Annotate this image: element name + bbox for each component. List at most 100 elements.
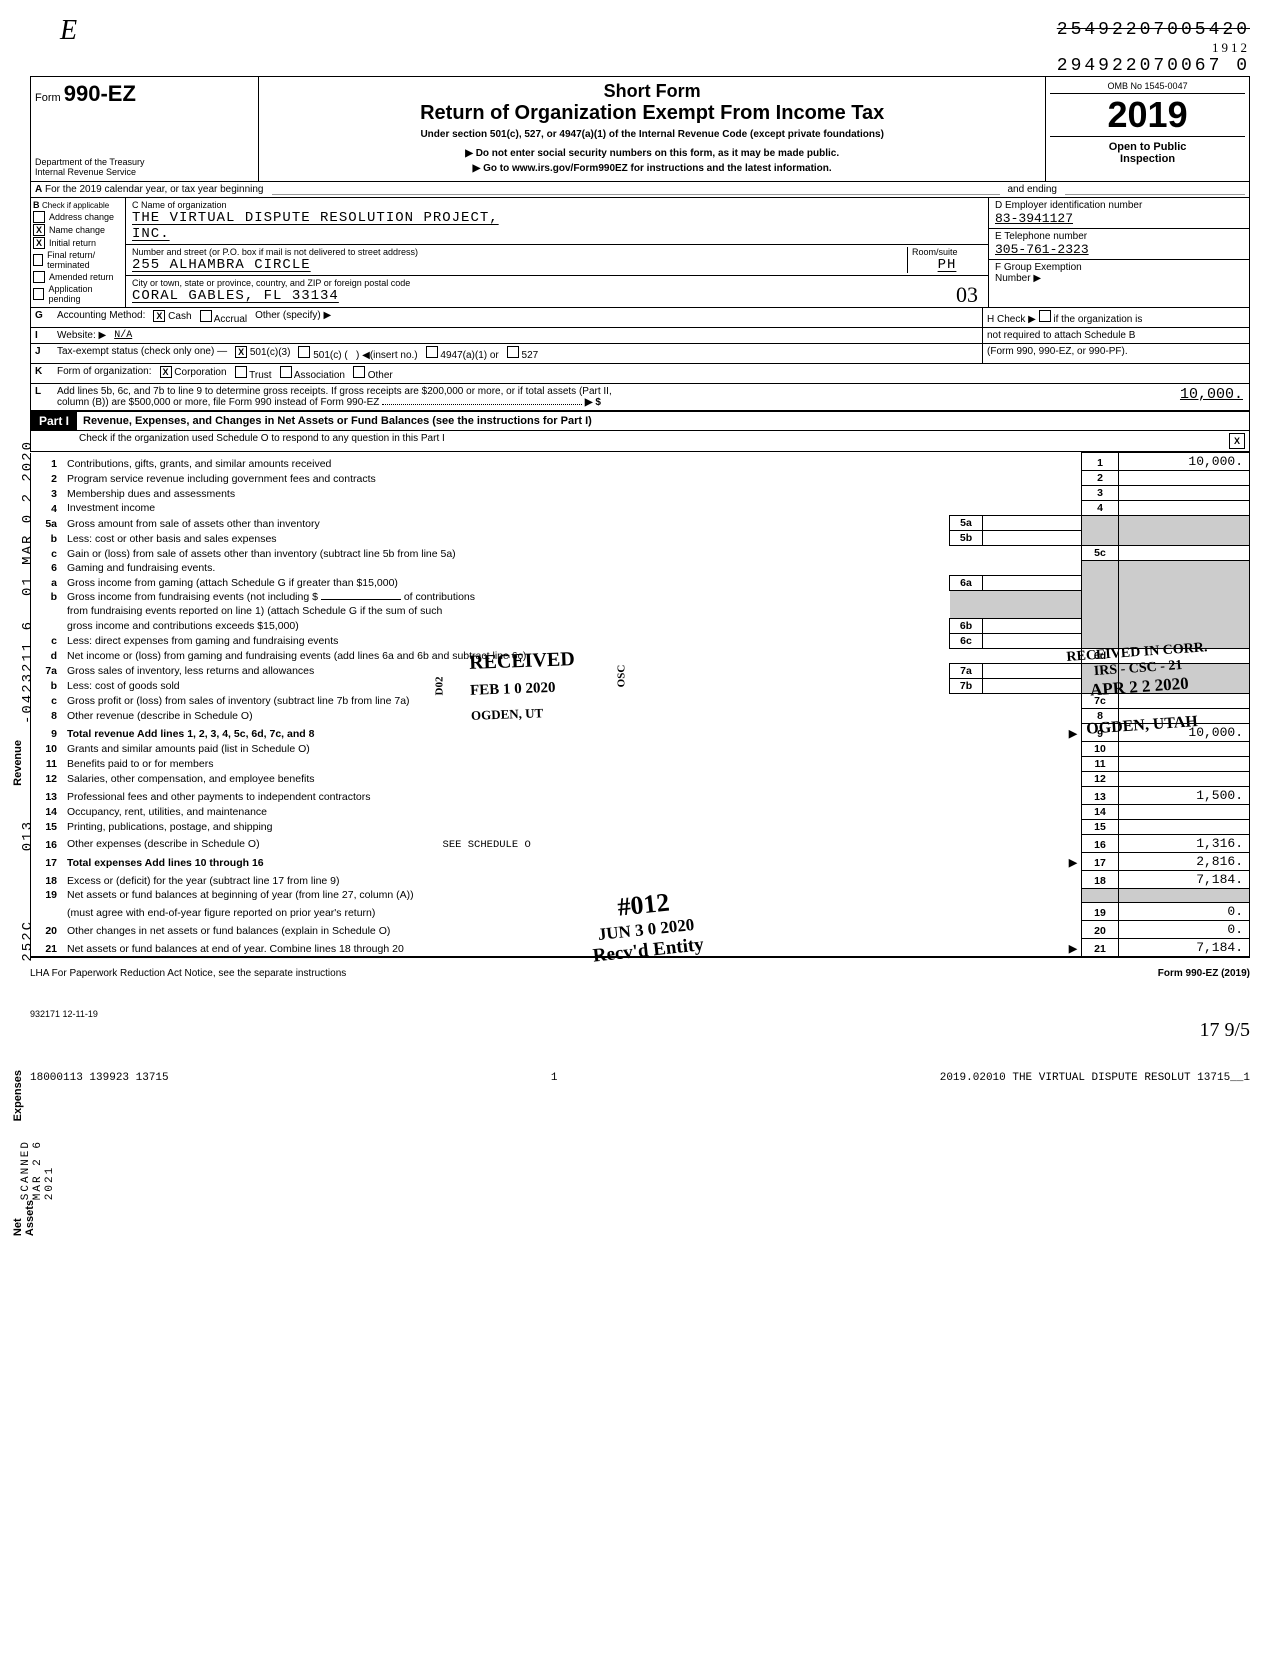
l9-txt: Total revenue Add lines 1, 2, 3, 4, 5c, … <box>67 728 314 740</box>
l19-txt1: Net assets or fund balances at beginning… <box>63 888 1082 902</box>
lbl-trust: Trust <box>249 370 271 381</box>
lbl-4947: 4947(a)(1) or <box>440 350 498 361</box>
f-num: Number ▶ <box>995 273 1243 284</box>
l5a-txt: Gross amount from sale of assets other t… <box>63 516 950 531</box>
btm-right: 2019.02010 THE VIRTUAL DISPUTE RESOLUT 1… <box>940 1072 1250 1084</box>
col-b: B Check if applicable Address change XNa… <box>31 198 126 307</box>
l7a-txt: Gross sales of inventory, less returns a… <box>63 663 950 678</box>
row-l: L Add lines 5b, 6c, and 7b to line 9 to … <box>30 384 1250 412</box>
lbl-name-change: Name change <box>49 225 105 235</box>
lbl-corp: Corporation <box>174 367 226 378</box>
inspection: Inspection <box>1050 153 1245 165</box>
room-val: PH <box>912 257 982 273</box>
chk-amended[interactable] <box>33 271 45 283</box>
irs: Internal Revenue Service <box>35 167 254 177</box>
side-revenue: Revenue <box>12 740 24 786</box>
phone: 305-761-2323 <box>995 242 1243 257</box>
row-g: G Accounting Method: X Cash Accrual Othe… <box>30 308 1250 328</box>
chk-trust[interactable] <box>235 366 247 378</box>
f-label: F Group Exemption <box>995 262 1243 273</box>
l6b-txt3: from fundraising events reported on line… <box>63 604 950 618</box>
margin-date: 01 MAR 0 2 2020 <box>20 440 36 596</box>
footer-row: LHA For Paperwork Reduction Act Notice, … <box>30 968 1250 979</box>
row-a: A For the 2019 calendar year, or tax yea… <box>30 182 1250 198</box>
col-de: D Employer identification number 83-3941… <box>989 198 1249 307</box>
sub1: Under section 501(c), 527, or 4947(a)(1)… <box>263 129 1041 140</box>
side-netassets: Net Assets <box>12 1200 36 1236</box>
chk-501c3[interactable]: X <box>235 346 247 358</box>
l15-txt: Printing, publications, postage, and shi… <box>63 819 1082 834</box>
part1-check-row: Check if the organization used Schedule … <box>30 431 1250 452</box>
city-label: City or town, state or province, country… <box>132 278 982 288</box>
l16-txt: Other expenses (describe in Schedule O) <box>67 838 260 850</box>
chk-accrual[interactable] <box>200 310 212 322</box>
chk-corp[interactable]: X <box>160 366 172 378</box>
sub3: ▶ Go to www.irs.gov/Form990EZ for instru… <box>263 163 1041 174</box>
l-val: 10,000. <box>1091 384 1249 410</box>
l1-txt: Contributions, gifts, grants, and simila… <box>63 453 1082 471</box>
b-hdr: B <box>33 200 40 210</box>
l7b-txt: Less: cost of goods sold <box>63 678 950 693</box>
chk-addr[interactable] <box>33 211 45 223</box>
ein: 83-3941127 <box>995 211 1243 226</box>
part1-header: Part I Revenue, Expenses, and Changes in… <box>30 412 1250 431</box>
a-label: A <box>35 184 42 195</box>
l4-txt: Investment income <box>63 501 1082 516</box>
dept: Department of the Treasury <box>35 157 254 167</box>
lbl-accrual: Accrual <box>214 314 247 325</box>
chk-other-org[interactable] <box>353 366 365 378</box>
chk-assoc[interactable] <box>280 366 292 378</box>
open-public: Open to Public <box>1050 141 1245 153</box>
hand-e: E <box>60 15 77 47</box>
margin-scanned: SCANNED MAR 2 6 2021 <box>20 1140 56 1200</box>
footer-date: 932171 12-11-19 <box>30 1009 1250 1019</box>
dln-block: 25492207005420 1912 294922070067 0 <box>30 20 1250 76</box>
l21-val: 7,184. <box>1119 938 1250 957</box>
l20-txt: Other changes in net assets or fund bala… <box>63 920 1082 938</box>
chk-final[interactable] <box>33 254 43 266</box>
chk-initial[interactable]: X <box>33 237 45 249</box>
chk-h[interactable] <box>1039 310 1051 322</box>
b-check: Check if applicable <box>42 201 109 210</box>
l6a-txt: Gross income from gaming (attach Schedul… <box>63 575 950 590</box>
chk-name[interactable]: X <box>33 224 45 236</box>
part1-tag: Part I <box>31 412 77 430</box>
chk-4947[interactable] <box>426 346 438 358</box>
street: 255 ALHAMBRA CIRCLE <box>132 257 907 273</box>
city: CORAL GABLES, FL 33134 <box>132 288 982 304</box>
bottom-row: 18000113 139923 13715 1 2019.02010 THE V… <box>30 1072 1250 1084</box>
l14-txt: Occupancy, rent, utilities, and maintena… <box>63 804 1082 819</box>
part1-title: Revenue, Expenses, and Changes in Net As… <box>77 413 598 429</box>
chk-cash[interactable]: X <box>153 310 165 322</box>
l6-txt: Gaming and fundraising events. <box>63 561 1082 576</box>
l-txt1: Add lines 5b, 6c, and 7b to line 9 to de… <box>57 386 1087 397</box>
chk-501c[interactable] <box>298 346 310 358</box>
form990-note: (Form 990, 990-EZ, or 990-PF). <box>982 344 1249 363</box>
j-txt: Tax-exempt status (check only one) — <box>53 344 231 363</box>
btm-left: 18000113 139923 13715 <box>30 1072 169 1084</box>
l17-val: 2,816. <box>1119 852 1250 870</box>
g-other: Other (specify) ▶ <box>251 308 335 327</box>
lha: LHA For Paperwork Reduction Act Notice, … <box>30 968 346 979</box>
e-label: E Telephone number <box>995 231 1243 242</box>
chk-527[interactable] <box>507 346 519 358</box>
lbl-501c: 501(c) ( <box>313 350 347 361</box>
l13-txt: Professional fees and other payments to … <box>63 786 1082 804</box>
chk-apppend[interactable] <box>33 288 44 300</box>
c-label: C Name of organization <box>132 200 982 210</box>
lbl-apppend: Application pending <box>48 284 123 304</box>
h-txt: if the organization is <box>1053 314 1142 325</box>
h-check: H Check ▶ <box>987 314 1036 325</box>
h-txt2: not required to attach Schedule B <box>982 328 1249 343</box>
hand-pages: 17 9/5 <box>30 1019 1250 1042</box>
header-right: OMB No 1545-0047 2019 Open to Public Ins… <box>1046 77 1249 181</box>
tax-year: 2019 <box>1050 94 1245 136</box>
k-txt: Form of organization: <box>53 364 156 383</box>
margin-num1: -0423211 6 <box>20 620 36 724</box>
l16-val: 1,316. <box>1119 834 1250 852</box>
chk-part1[interactable]: X <box>1229 433 1245 449</box>
form-title: Return of Organization Exempt From Incom… <box>263 102 1041 125</box>
dln-main: 294922070067 0 <box>30 56 1250 76</box>
i-web: Website: ▶ <box>53 328 110 343</box>
lbl-assoc: Association <box>294 370 345 381</box>
